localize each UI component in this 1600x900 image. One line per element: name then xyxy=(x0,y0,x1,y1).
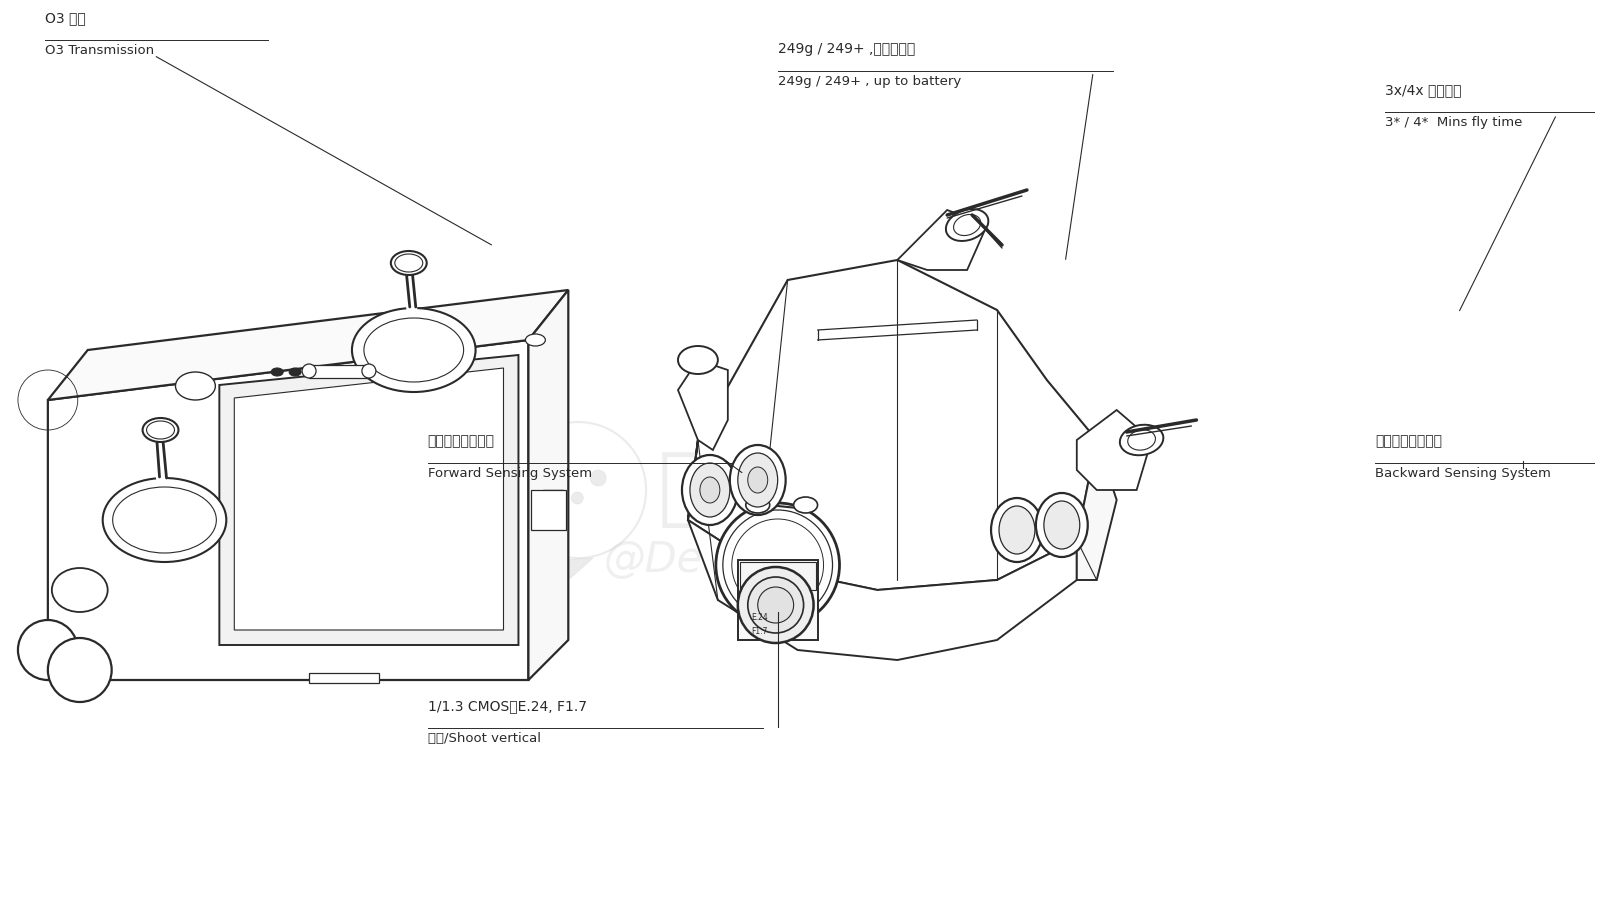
Ellipse shape xyxy=(362,364,376,378)
Ellipse shape xyxy=(1120,425,1163,455)
Text: Forward Sensing System: Forward Sensing System xyxy=(427,467,592,481)
Text: Backward Sensing System: Backward Sensing System xyxy=(1374,467,1550,481)
Ellipse shape xyxy=(48,638,112,702)
Polygon shape xyxy=(219,355,518,645)
Ellipse shape xyxy=(794,497,818,513)
Ellipse shape xyxy=(758,587,794,623)
Polygon shape xyxy=(48,290,568,400)
Polygon shape xyxy=(309,673,379,683)
Ellipse shape xyxy=(1043,501,1080,549)
Ellipse shape xyxy=(549,470,565,486)
Ellipse shape xyxy=(142,418,179,442)
Ellipse shape xyxy=(390,251,427,275)
Ellipse shape xyxy=(998,506,1035,554)
Polygon shape xyxy=(688,260,1096,590)
Ellipse shape xyxy=(738,453,778,507)
Polygon shape xyxy=(531,490,566,530)
Polygon shape xyxy=(1077,440,1117,580)
Ellipse shape xyxy=(990,498,1043,562)
Text: 前避障视觉传感器: 前避障视觉传感器 xyxy=(427,434,494,448)
Ellipse shape xyxy=(678,346,718,374)
Polygon shape xyxy=(898,210,987,270)
Ellipse shape xyxy=(571,492,584,504)
Ellipse shape xyxy=(730,445,786,515)
Text: 249g / 249+ , up to battery: 249g / 249+ , up to battery xyxy=(779,75,962,88)
Polygon shape xyxy=(738,560,818,640)
Ellipse shape xyxy=(690,463,730,517)
Ellipse shape xyxy=(747,577,803,633)
Ellipse shape xyxy=(946,209,989,241)
Text: 1/1.3 CMOS，E.24, F1.7: 1/1.3 CMOS，E.24, F1.7 xyxy=(427,698,587,713)
Ellipse shape xyxy=(1035,493,1088,557)
Text: O3 Transmission: O3 Transmission xyxy=(45,44,154,58)
Polygon shape xyxy=(528,290,568,680)
Ellipse shape xyxy=(325,368,338,376)
Ellipse shape xyxy=(176,372,216,400)
Text: 3* / 4*  Mins fly time: 3* / 4* Mins fly time xyxy=(1384,116,1522,130)
Text: 249g / 249+ ,取决于电池: 249g / 249+ ,取决于电池 xyxy=(779,41,915,56)
Ellipse shape xyxy=(102,478,226,562)
Ellipse shape xyxy=(590,470,606,486)
Ellipse shape xyxy=(302,364,317,378)
Text: 竖拍/Shoot vertical: 竖拍/Shoot vertical xyxy=(427,732,541,745)
Ellipse shape xyxy=(746,497,770,513)
Text: O3 图传: O3 图传 xyxy=(45,11,85,25)
Ellipse shape xyxy=(699,477,720,503)
Ellipse shape xyxy=(307,368,318,376)
Polygon shape xyxy=(309,365,370,378)
Ellipse shape xyxy=(270,368,283,376)
Text: E.24: E.24 xyxy=(750,614,768,623)
Polygon shape xyxy=(558,558,594,580)
Ellipse shape xyxy=(715,503,840,627)
Polygon shape xyxy=(678,360,728,450)
Ellipse shape xyxy=(738,567,813,643)
Ellipse shape xyxy=(18,620,78,680)
Ellipse shape xyxy=(682,455,738,525)
Text: 3x/4x 分钟续航: 3x/4x 分钟续航 xyxy=(1384,83,1461,97)
Polygon shape xyxy=(48,340,528,680)
Ellipse shape xyxy=(51,568,107,612)
Text: @DealsDrone: @DealsDrone xyxy=(603,539,888,581)
Polygon shape xyxy=(739,562,816,590)
Text: 后避障视觉传感器: 后避障视觉传感器 xyxy=(1374,434,1442,448)
Ellipse shape xyxy=(352,308,475,392)
Polygon shape xyxy=(1077,410,1152,490)
Ellipse shape xyxy=(525,334,546,346)
Polygon shape xyxy=(234,368,504,630)
Polygon shape xyxy=(688,440,1077,660)
Ellipse shape xyxy=(290,368,301,376)
Ellipse shape xyxy=(747,467,768,493)
Text: 航拍世家: 航拍世家 xyxy=(658,448,864,532)
Text: F1.7: F1.7 xyxy=(750,627,766,636)
